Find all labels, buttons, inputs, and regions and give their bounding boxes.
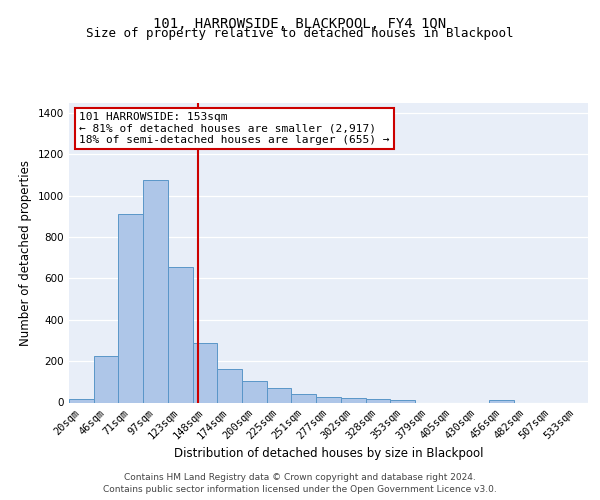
X-axis label: Distribution of detached houses by size in Blackpool: Distribution of detached houses by size … (174, 446, 483, 460)
Y-axis label: Number of detached properties: Number of detached properties (19, 160, 32, 346)
Bar (242, 381, 267, 402)
Bar (69, 399, 94, 402)
Text: 101 HARROWSIDE: 153sqm
← 81% of detached houses are smaller (2,917)
18% of semi-: 101 HARROWSIDE: 153sqm ← 81% of detached… (79, 112, 390, 144)
Bar (341, 398, 365, 402)
Text: Contains HM Land Registry data © Crown copyright and database right 2024.: Contains HM Land Registry data © Crown c… (124, 473, 476, 482)
Bar (365, 399, 390, 402)
Text: Contains public sector information licensed under the Open Government Licence v3: Contains public sector information licen… (103, 484, 497, 494)
Bar (94, 356, 118, 403)
Bar (267, 388, 292, 402)
Bar (292, 394, 316, 402)
Bar (118, 214, 143, 402)
Bar (143, 180, 168, 402)
Bar (217, 370, 242, 402)
Text: Size of property relative to detached houses in Blackpool: Size of property relative to detached ho… (86, 28, 514, 40)
Bar (489, 400, 514, 402)
Bar (390, 400, 415, 402)
Bar (168, 267, 193, 402)
Bar (193, 342, 217, 402)
Text: 101, HARROWSIDE, BLACKPOOL, FY4 1QN: 101, HARROWSIDE, BLACKPOOL, FY4 1QN (154, 18, 446, 32)
Bar (316, 398, 341, 402)
